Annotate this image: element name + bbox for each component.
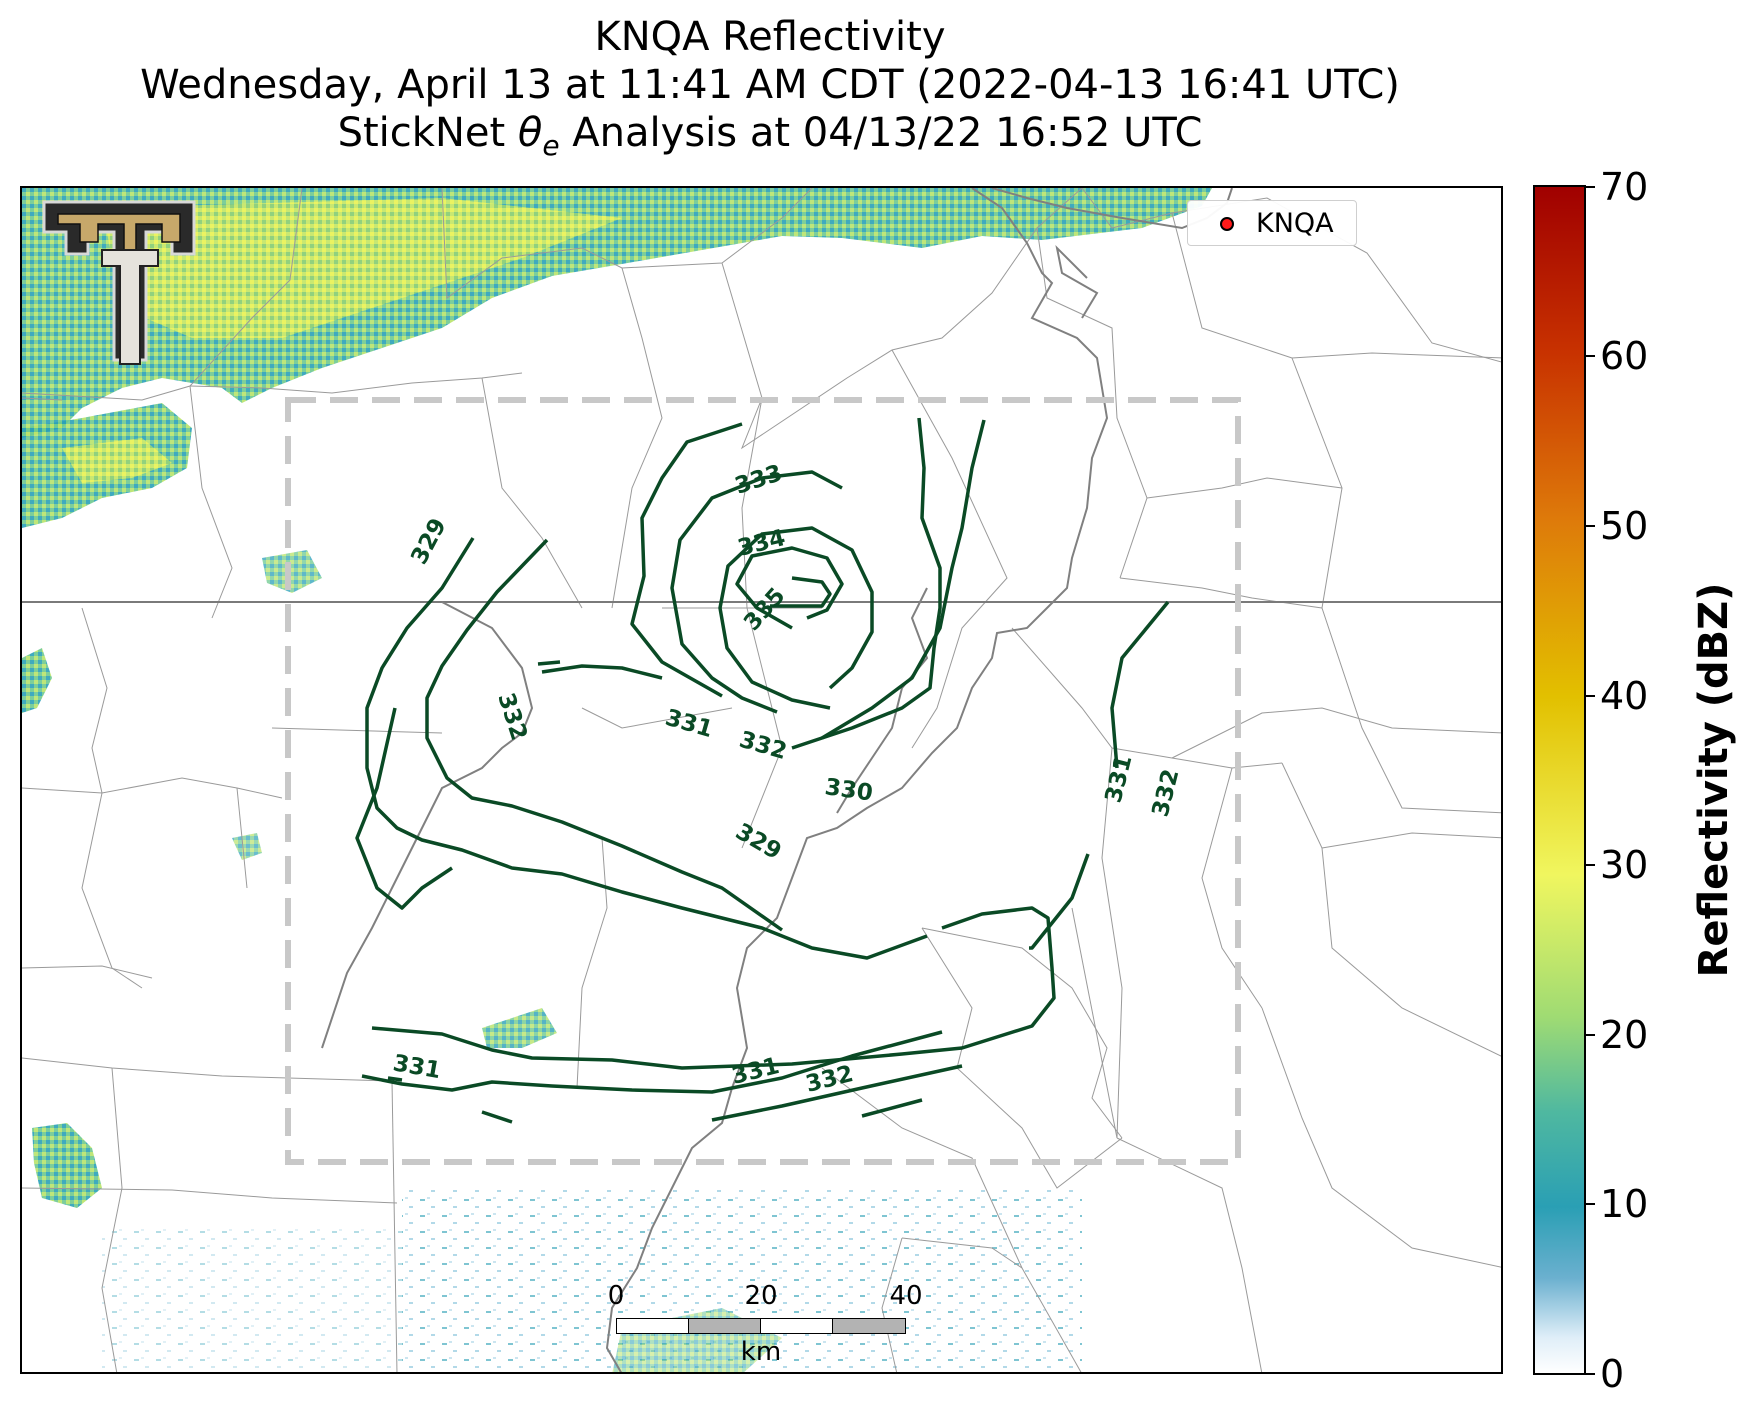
contour-330 [425, 538, 784, 932]
contour-label-331-s: 331 [729, 1053, 782, 1090]
scale-unit: km [740, 1337, 782, 1367]
contour-label-329-s: 329 [731, 819, 786, 866]
map-canvas: 329 333 334 335 332 331 332 330 329 331 … [22, 188, 1501, 1372]
radar-echoes [22, 188, 1212, 1372]
radar-map: 329 333 334 335 332 331 332 330 329 331 … [20, 186, 1503, 1374]
colorbar-tick [1586, 695, 1595, 697]
radar-site-marker-icon [1220, 217, 1234, 231]
contour-label-333: 333 [732, 460, 786, 500]
contour-333-east [791, 417, 942, 750]
legend: KNQA [1187, 200, 1357, 246]
contour-labels: 329 333 334 335 332 331 332 330 329 331 … [391, 460, 1184, 1098]
colorbar-label-0: 0 [1600, 1352, 1625, 1396]
contour-331-east-lower [1029, 853, 1090, 950]
contour-329-west [355, 707, 453, 910]
theta-e-contours [355, 417, 1170, 1124]
contour-label-335: 335 [739, 583, 790, 636]
colorbar-tick [1586, 1373, 1595, 1375]
contour-335 [735, 546, 844, 630]
colorbar-tick [1586, 1203, 1595, 1205]
colorbar-label-70: 70 [1600, 165, 1649, 209]
theta-symbol: θ [517, 110, 543, 156]
theta-subscript: e [542, 129, 560, 162]
colorbar-tick [1586, 186, 1595, 188]
contour-label-331-e: 331 [1101, 753, 1138, 806]
contour-loop-west [541, 664, 663, 680]
river-meander [836, 587, 929, 814]
county-boundaries [22, 188, 1501, 1372]
contour-329-north [365, 537, 928, 960]
title-line-1: KNQA Reflectivity [594, 14, 946, 60]
colorbar-tick [1586, 525, 1595, 527]
river-loop [1055, 244, 1099, 319]
texas-tech-logo [42, 200, 196, 365]
colorbar-tick [1586, 864, 1595, 866]
colorbar [1533, 185, 1586, 1375]
contour-329-east [371, 906, 1056, 1070]
colorbar-label-50: 50 [1600, 504, 1649, 548]
scale-label-20: 20 [744, 1281, 778, 1311]
colorbar-label-10: 10 [1600, 1182, 1649, 1226]
scale-label-40: 40 [889, 1281, 923, 1311]
contour-label-332-e: 332 [1148, 767, 1185, 820]
contour-335-inner [770, 576, 832, 608]
scale-segment [832, 1318, 906, 1334]
colorbar-label-30: 30 [1600, 843, 1649, 887]
title-line-2: Wednesday, April 13 at 11:41 AM CDT (202… [140, 62, 1400, 108]
analysis-domain-box [285, 397, 1241, 1165]
contour-332-sw [861, 1098, 923, 1118]
scale-segment [688, 1318, 762, 1334]
colorbar-title: Reflectivity (dBZ) [1691, 582, 1737, 978]
scale-label-0: 0 [607, 1281, 625, 1311]
contour-label-330: 330 [823, 774, 874, 806]
contour-331-sw [711, 1064, 963, 1122]
contour-label-332-c: 332 [736, 727, 789, 765]
legend-label: KNQA [1256, 208, 1334, 239]
contour-332-mid [821, 419, 986, 740]
colorbar-tick [1586, 1034, 1595, 1036]
contour-332-loop [630, 422, 743, 698]
colorbar-label-20: 20 [1600, 1013, 1649, 1057]
scale-bar: 0 20 40 km [608, 1281, 923, 1392]
contour-332-west [537, 660, 561, 666]
contour-331-south [387, 1076, 403, 1082]
title-line-3-prefix: StickNet [337, 110, 518, 156]
scale-segment [616, 1318, 690, 1334]
scale-segment [760, 1318, 834, 1334]
contour-334-loop [718, 526, 874, 710]
colorbar-tick [1586, 355, 1595, 357]
colorbar-label-60: 60 [1600, 334, 1649, 378]
contour-331-lower [481, 1110, 513, 1124]
contour-331-east [1110, 600, 1170, 769]
colorbar-label-40: 40 [1600, 674, 1649, 718]
contour-label-331-w: 331 [662, 705, 715, 743]
title-line-3-suffix: Analysis at 04/13/22 16:52 UTC [559, 110, 1203, 156]
contour-label-332-w: 332 [492, 690, 532, 744]
contour-329-south [361, 1030, 943, 1094]
contour-label-329-nw: 329 [406, 514, 451, 569]
title-line-3: StickNet θe Analysis at 04/13/22 16:52 U… [0, 110, 1540, 169]
contour-333-loop [670, 470, 843, 714]
